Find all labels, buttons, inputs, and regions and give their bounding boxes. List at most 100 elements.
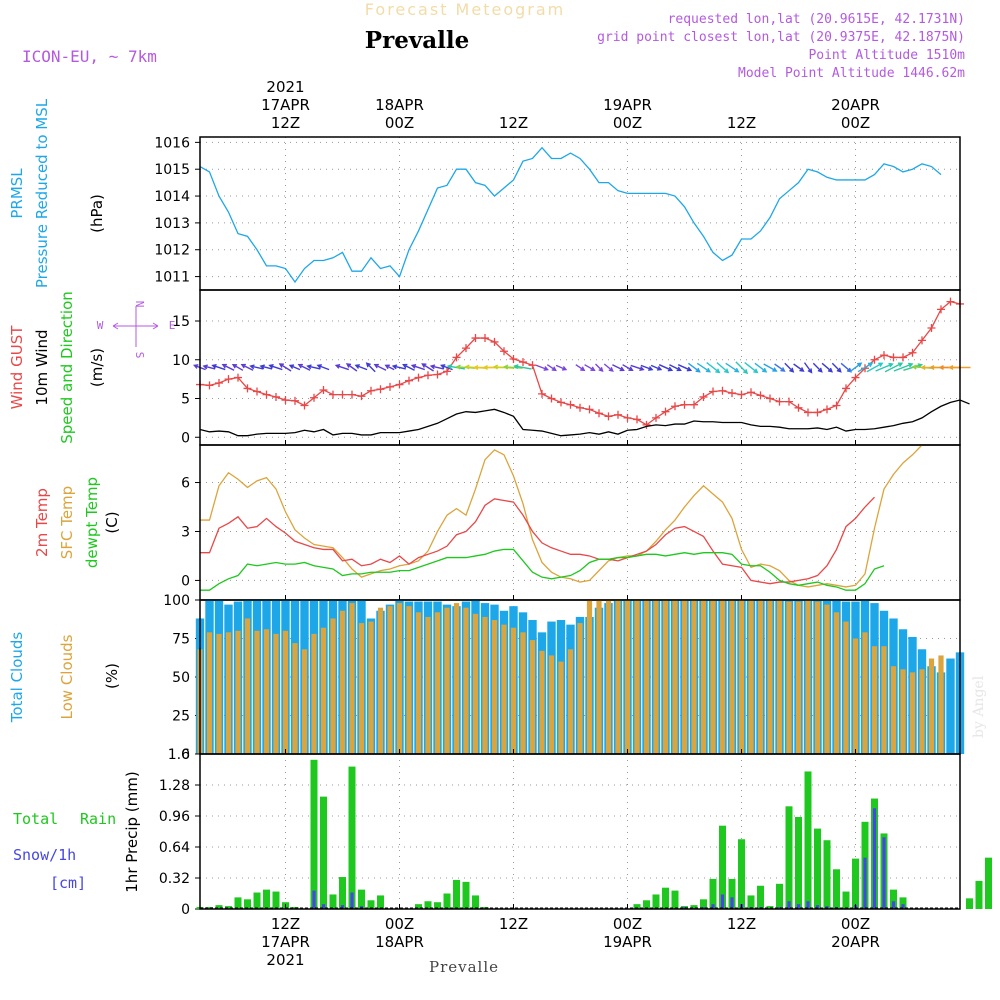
low-cloud-bar (909, 672, 916, 754)
wind-arrow (595, 363, 604, 373)
bottom-time-label: 00Z (841, 915, 870, 933)
low-cloud-bar (244, 618, 251, 754)
y-tick-label: 1016 (154, 135, 190, 151)
gust-marker (813, 408, 822, 417)
wind-arrow (231, 363, 244, 371)
wind-arrow (421, 363, 434, 372)
wind-arrow (334, 364, 350, 371)
wind-arrow (240, 363, 254, 371)
rain-bar (852, 858, 859, 909)
gust-marker (747, 388, 755, 397)
location-title: Prevalle (365, 27, 469, 54)
low-cloud-bar (482, 616, 488, 754)
wind-arrow (410, 364, 426, 371)
wind-arrow (391, 364, 406, 370)
precip-unit-label: 1hr Precip (mm) (123, 771, 141, 892)
gust-marker (880, 351, 888, 360)
gust-marker (737, 390, 746, 399)
banner-title: Forecast Meteogram (365, 0, 565, 19)
low-cloud-bar (710, 600, 716, 754)
low-cloud-bar (729, 600, 735, 754)
wind-arrow (812, 362, 823, 373)
low-cloud-bar (425, 616, 431, 754)
rain-bar (234, 897, 242, 909)
precip-label-cm: [cm] (50, 874, 86, 892)
low-cloud-bar (463, 607, 469, 754)
rain-bar (833, 869, 840, 909)
gust-marker (405, 376, 413, 385)
low-cloud-bar (491, 620, 498, 754)
wind-arrow (546, 364, 557, 372)
bottom-time-label: 00Z (613, 915, 642, 933)
compass-e: E (169, 319, 176, 332)
low-cloud-bar (330, 618, 336, 754)
low-cloud-bar (748, 600, 754, 754)
precip-label-snow: Snow/1h (13, 846, 76, 864)
gridpoint-coords: grid point closest lon,lat (20.9375E, 42… (597, 30, 965, 45)
gust-marker (386, 382, 394, 391)
gust-marker (319, 385, 328, 394)
gust-marker (367, 386, 375, 395)
rain-bar (823, 840, 831, 909)
snow-bar (787, 901, 791, 909)
low-cloud-bar (453, 603, 460, 754)
y-tick-label: 6 (181, 476, 190, 492)
low-cloud-bar (900, 669, 906, 754)
snow-bar (863, 857, 867, 909)
rain-bar (728, 878, 736, 909)
gust-marker (614, 410, 622, 419)
gust-marker (262, 390, 271, 399)
snow-bar (312, 890, 316, 909)
wind-arrow (650, 364, 663, 371)
low-cloud-bar (919, 669, 925, 754)
y-tick-label: 25 (172, 709, 190, 725)
rain-bar (652, 894, 660, 909)
wind-arrow (502, 364, 523, 370)
wind-arrow (429, 364, 444, 370)
top-time-label: 20APR (831, 96, 880, 114)
wind-arrow (297, 363, 311, 371)
y-tick-label: 0.32 (159, 871, 190, 887)
y-tick-label: 1013 (154, 216, 190, 232)
low-cloud-bar (510, 627, 517, 754)
rain-bar (253, 892, 261, 909)
gust-marker (794, 403, 803, 412)
wind-arrow (754, 362, 768, 373)
rain-bar (225, 906, 232, 909)
temperature-label: SFC Temp (58, 486, 76, 559)
gust-marker (908, 348, 917, 357)
wind-arrow (373, 363, 387, 371)
gust-marker (918, 336, 926, 345)
gust-marker (709, 387, 717, 396)
low-cloud-bar (833, 612, 840, 754)
wind-arrow (875, 362, 894, 372)
gust-marker (633, 415, 641, 424)
low-cloud-bar (339, 610, 346, 754)
bottom-time-label: 18APR (375, 933, 424, 951)
wind-arrow (584, 364, 596, 372)
wind-arrow (384, 364, 395, 371)
temperature-series-line (200, 444, 923, 588)
low-cloud-bar (814, 601, 821, 754)
pressure-label: PRMSL (8, 168, 26, 219)
gust-marker (585, 405, 594, 414)
gust-marker (889, 353, 898, 362)
bottom-time-label: 12Z (727, 915, 756, 933)
wind-arrow (716, 362, 730, 374)
low-cloud-bar (662, 600, 669, 754)
wind-arrow (866, 362, 884, 373)
rain-bar (709, 878, 717, 909)
rain-bar (443, 893, 451, 909)
wind-arrow (774, 363, 786, 372)
wind-arrow (202, 364, 216, 370)
top-time-label: 12Z (271, 114, 300, 132)
gust-marker (395, 380, 404, 389)
pressure-label: Pressure Reduced to MSL (33, 98, 51, 288)
rain-bar (453, 879, 460, 909)
wind-arrow (831, 362, 842, 373)
low-cloud-bar (852, 638, 859, 754)
rain-bar (776, 883, 783, 909)
low-cloud-bar (273, 633, 279, 754)
